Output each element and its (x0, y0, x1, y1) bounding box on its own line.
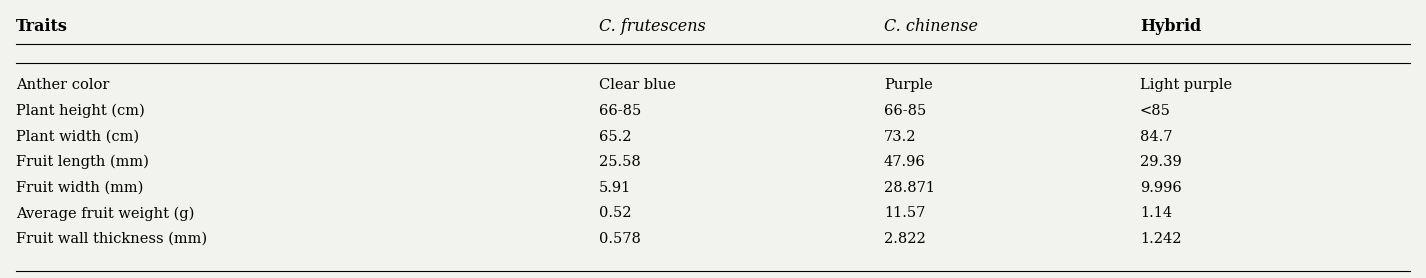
Text: 5.91: 5.91 (599, 181, 632, 195)
Text: 2.822: 2.822 (884, 232, 925, 246)
Text: 11.57: 11.57 (884, 206, 925, 220)
Text: 66-85: 66-85 (884, 104, 925, 118)
Text: Plant width (cm): Plant width (cm) (16, 130, 138, 143)
Text: Plant height (cm): Plant height (cm) (16, 104, 144, 118)
Text: Fruit wall thickness (mm): Fruit wall thickness (mm) (16, 232, 207, 246)
Text: 1.242: 1.242 (1139, 232, 1182, 246)
Text: 25.58: 25.58 (599, 155, 640, 169)
Text: C. chinense: C. chinense (884, 18, 978, 35)
Text: 28.871: 28.871 (884, 181, 935, 195)
Text: Average fruit weight (g): Average fruit weight (g) (16, 206, 194, 220)
Text: Fruit length (mm): Fruit length (mm) (16, 155, 148, 169)
Text: 65.2: 65.2 (599, 130, 632, 143)
Text: 47.96: 47.96 (884, 155, 925, 169)
Text: Hybrid: Hybrid (1139, 18, 1201, 35)
Text: 9.996: 9.996 (1139, 181, 1182, 195)
Text: 73.2: 73.2 (884, 130, 917, 143)
Text: Clear blue: Clear blue (599, 78, 676, 92)
Text: 1.14: 1.14 (1139, 206, 1172, 220)
Text: 0.52: 0.52 (599, 206, 632, 220)
Text: 0.578: 0.578 (599, 232, 642, 246)
Text: 66-85: 66-85 (599, 104, 642, 118)
Text: 84.7: 84.7 (1139, 130, 1172, 143)
Text: Traits: Traits (16, 18, 67, 35)
Text: 29.39: 29.39 (1139, 155, 1182, 169)
Text: Light purple: Light purple (1139, 78, 1232, 92)
Text: C. frutescens: C. frutescens (599, 18, 706, 35)
Text: <85: <85 (1139, 104, 1171, 118)
Text: Fruit width (mm): Fruit width (mm) (16, 181, 143, 195)
Text: Anther color: Anther color (16, 78, 108, 92)
Text: Purple: Purple (884, 78, 933, 92)
